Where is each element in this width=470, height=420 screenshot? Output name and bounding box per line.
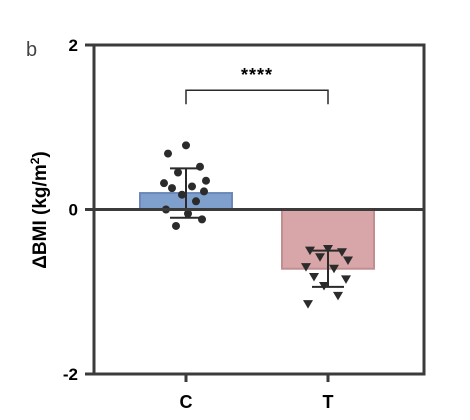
data-point-C — [188, 182, 196, 191]
panel-label: b — [26, 39, 37, 61]
data-point-C — [168, 184, 176, 193]
data-point-C — [184, 209, 192, 218]
data-point-T — [343, 256, 353, 265]
data-point-C — [196, 162, 204, 171]
data-point-T — [333, 291, 343, 301]
y-tick-label: -2 — [63, 365, 78, 384]
data-point-C — [200, 187, 208, 196]
y-ticks: 2 0 -2 — [63, 36, 94, 384]
data-point-C — [160, 179, 168, 188]
y-tick-label: 2 — [69, 36, 78, 55]
significance-bracket: **** — [185, 65, 329, 105]
data-point-T — [305, 246, 315, 256]
data-point-T — [315, 253, 325, 262]
x-tick-label: T — [323, 392, 334, 412]
data-point-T — [323, 244, 333, 254]
points-layer — [160, 141, 353, 309]
y-tick-label: 0 — [69, 201, 78, 220]
data-point-T — [319, 281, 329, 291]
data-point-C — [174, 168, 182, 177]
bars-layer — [139, 192, 375, 270]
data-point-T — [303, 300, 313, 309]
y-axis-label: ΔBMI (kg/m2) — [28, 151, 51, 268]
data-point-T — [329, 264, 339, 274]
data-point-T — [301, 263, 311, 272]
data-point-C — [198, 215, 206, 224]
data-point-T — [309, 272, 319, 282]
data-point-C — [182, 141, 190, 150]
data-point-C — [164, 149, 172, 158]
data-point-C — [202, 176, 210, 185]
x-tick-label: C — [180, 392, 193, 412]
data-point-C — [178, 190, 186, 199]
data-point-C — [192, 197, 200, 206]
data-point-T — [337, 248, 347, 257]
data-point-T — [341, 275, 351, 284]
data-point-C — [172, 221, 180, 230]
significance-label: **** — [241, 65, 273, 85]
significance-line — [185, 89, 329, 105]
